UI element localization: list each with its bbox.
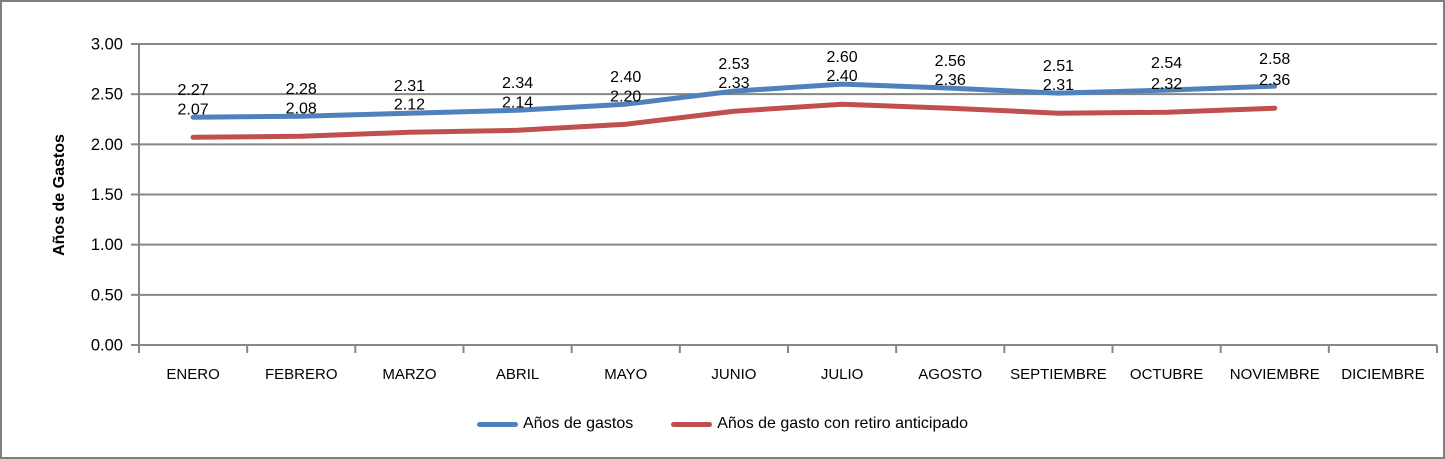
data-label: 2.34 bbox=[502, 75, 533, 92]
data-label: 2.58 bbox=[1259, 51, 1290, 68]
data-label: 2.36 bbox=[1259, 72, 1290, 89]
x-axis-category-label: DICIEMBRE bbox=[1341, 366, 1424, 383]
data-label: 2.40 bbox=[610, 69, 641, 86]
y-axis-tick-label: 1.00 bbox=[91, 236, 123, 254]
data-label: 2.20 bbox=[610, 88, 641, 105]
y-axis-tick-label: 3.00 bbox=[91, 36, 123, 54]
legend-line-swatch-red bbox=[671, 421, 713, 427]
x-axis-category-label: SEPTIEMBRE bbox=[1010, 366, 1107, 383]
axes-group bbox=[131, 43, 1438, 353]
y-axis-title: Años de Gastos bbox=[51, 134, 68, 256]
data-label: 2.53 bbox=[718, 56, 749, 73]
legend-line-swatch-blue bbox=[476, 421, 518, 427]
data-label: 2.60 bbox=[827, 49, 858, 66]
x-axis-category-label: MARZO bbox=[382, 366, 436, 383]
chart-legend: Años de gastos Años de gasto con retiro … bbox=[2, 408, 1443, 440]
x-axis-category-label: ABRIL bbox=[496, 366, 539, 383]
y-axis-tick-label: 2.00 bbox=[91, 136, 123, 154]
y-axis-tick-label: 0.00 bbox=[91, 337, 123, 355]
y-axis-tick-label: 1.50 bbox=[91, 186, 123, 204]
data-label: 2.14 bbox=[502, 94, 533, 111]
legend-label: Años de gastos bbox=[522, 415, 634, 432]
data-label: 2.12 bbox=[394, 96, 425, 113]
y-axis-tick-label: 2.50 bbox=[91, 86, 123, 104]
data-label: 2.33 bbox=[718, 75, 749, 92]
legend-item-series-0: Años de gastos bbox=[476, 415, 634, 433]
tick-labels-group: 0.00 0.50 1.00 1.50 2.00 2.50 3.00 ENERO FEBRERO… bbox=[91, 36, 1425, 384]
data-label: 2.07 bbox=[178, 101, 209, 118]
data-label: 2.36 bbox=[935, 72, 966, 89]
legend-label: Años de gasto con retiro anticipado bbox=[717, 415, 969, 432]
x-axis-category-label: ENERO bbox=[166, 366, 219, 383]
data-label: 2.31 bbox=[1043, 77, 1074, 94]
data-label: 2.51 bbox=[1043, 58, 1074, 75]
data-labels-group: 2.27 2.28 2.31 2.34 2.40 2.53 2.60 2.56 2.51 2.54… bbox=[178, 49, 1291, 118]
x-axis-category-label: AGOSTO bbox=[918, 366, 982, 383]
x-axis-category-label: FEBRERO bbox=[265, 366, 338, 383]
data-label: 2.56 bbox=[935, 53, 966, 70]
x-axis-category-label: JUNIO bbox=[711, 366, 756, 383]
series-line-1 bbox=[190, 101, 1278, 140]
data-label: 2.27 bbox=[178, 82, 209, 99]
x-axis-category-label: JULIO bbox=[821, 366, 864, 383]
data-label: 2.32 bbox=[1151, 76, 1182, 93]
data-label: 2.08 bbox=[286, 100, 317, 117]
gridlines-group bbox=[139, 43, 1437, 346]
data-label: 2.54 bbox=[1151, 55, 1182, 72]
series-lines-group bbox=[190, 81, 1278, 140]
data-label: 2.40 bbox=[827, 68, 858, 85]
x-axis-category-label: OCTUBRE bbox=[1130, 366, 1203, 383]
legend-item-series-1: Años de gasto con retiro anticipado bbox=[671, 415, 968, 433]
x-axis-category-label: MAYO bbox=[604, 366, 647, 383]
data-label: 2.31 bbox=[394, 78, 425, 95]
data-label: 2.28 bbox=[286, 81, 317, 98]
x-axis-category-label: NOVIEMBRE bbox=[1230, 366, 1320, 383]
series-line-0 bbox=[190, 81, 1278, 120]
y-axis-tick-label: 0.50 bbox=[91, 286, 123, 304]
